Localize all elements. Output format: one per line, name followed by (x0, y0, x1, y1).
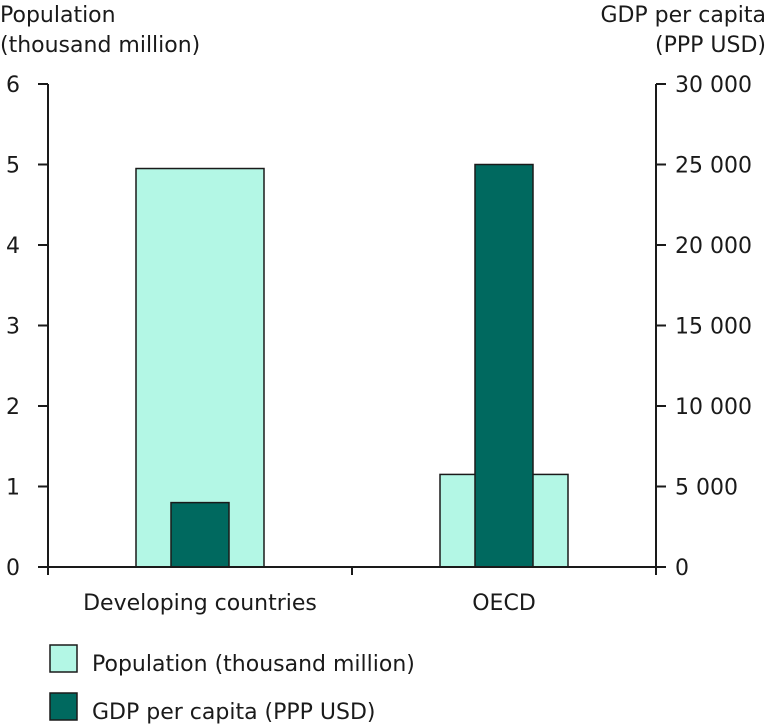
left-tick-label-4: 4 (6, 234, 20, 259)
category-label-0: Developing countries (83, 591, 317, 616)
right-axis-title-line-2: (PPP USD) (655, 33, 766, 58)
right-tick-label-1: 5 000 (675, 476, 738, 501)
right-tick-label-4: 20 000 (675, 234, 752, 259)
left-tick-label-6: 6 (6, 73, 20, 98)
right-tick-label-3: 15 000 (675, 315, 752, 340)
bar-gdp-0 (170, 501, 230, 568)
right-tick-label-2: 10 000 (675, 395, 752, 420)
bar-population-0 (135, 167, 265, 568)
right-tick-label-5: 25 000 (675, 154, 752, 179)
bar-gdp-1 (474, 163, 534, 568)
legend-swatch-0 (49, 644, 78, 673)
right-axis-title-line-1: GDP per capita (600, 3, 766, 28)
legend-swatch-1 (49, 692, 78, 721)
left-axis-title-line-1: Population (0, 3, 116, 28)
left-tick-label-1: 1 (6, 476, 20, 501)
left-tick-label-3: 3 (6, 315, 20, 340)
left-tick-label-2: 2 (6, 395, 20, 420)
right-tick-label-6: 30 000 (675, 73, 752, 98)
left-axis-title-line-2: (thousand million) (0, 33, 200, 58)
right-tick-label-0: 0 (675, 556, 689, 581)
legend-label-1: GDP per capita (PPP USD) (92, 700, 376, 725)
left-tick-label-5: 5 (6, 154, 20, 179)
left-tick-label-0: 0 (6, 556, 20, 581)
legend-label-0: Population (thousand million) (92, 652, 415, 677)
category-label-1: OECD (472, 591, 536, 616)
